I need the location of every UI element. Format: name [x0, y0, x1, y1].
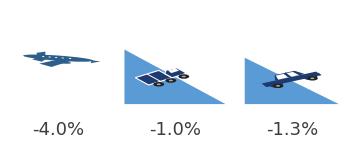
Circle shape [166, 78, 176, 83]
Text: -1.0%: -1.0% [149, 121, 201, 139]
Circle shape [178, 74, 189, 79]
Circle shape [157, 83, 161, 85]
Circle shape [276, 85, 280, 87]
Circle shape [42, 56, 44, 57]
Polygon shape [274, 71, 305, 80]
Circle shape [153, 82, 164, 87]
Polygon shape [91, 60, 100, 63]
Polygon shape [276, 74, 288, 80]
Circle shape [273, 84, 284, 88]
Circle shape [69, 58, 71, 59]
Polygon shape [165, 68, 187, 78]
Text: -1.3%: -1.3% [266, 121, 318, 139]
Circle shape [62, 57, 64, 58]
Circle shape [310, 77, 314, 79]
Polygon shape [125, 50, 225, 104]
Circle shape [55, 57, 57, 58]
Polygon shape [135, 70, 172, 85]
Circle shape [182, 76, 186, 77]
Polygon shape [32, 57, 48, 62]
Polygon shape [262, 72, 321, 87]
Polygon shape [286, 72, 299, 77]
Polygon shape [39, 59, 74, 67]
Polygon shape [316, 73, 322, 76]
Ellipse shape [23, 55, 93, 62]
Circle shape [169, 80, 173, 81]
Circle shape [49, 57, 51, 58]
Circle shape [307, 76, 318, 80]
Polygon shape [245, 58, 339, 104]
Polygon shape [168, 69, 179, 73]
Text: -4.0%: -4.0% [32, 121, 84, 139]
Polygon shape [36, 52, 46, 57]
Ellipse shape [57, 61, 71, 64]
